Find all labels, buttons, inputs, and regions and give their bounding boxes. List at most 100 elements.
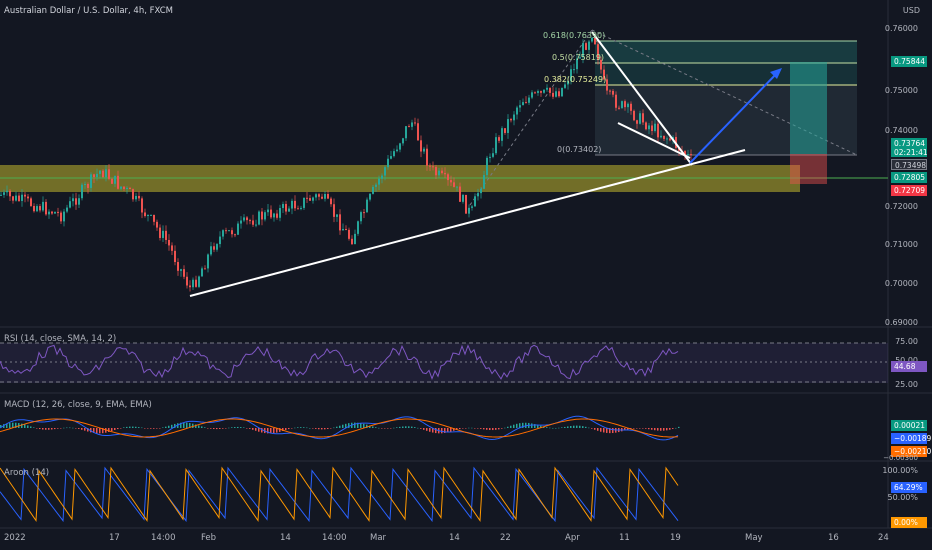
- candle-body: [612, 90, 614, 95]
- candle-body: [186, 276, 188, 286]
- candle-body: [96, 173, 98, 178]
- macd-histogram-bar: [435, 428, 437, 434]
- macd-histogram-bar: [492, 428, 494, 431]
- rsi-line[interactable]: [0, 344, 679, 381]
- fib-trend-dashed[interactable]: [591, 29, 858, 156]
- macd-histogram-bar: [9, 422, 11, 428]
- macd-histogram-bar: [87, 428, 89, 432]
- macd-histogram-bar: [663, 428, 665, 431]
- candle-body: [549, 87, 551, 93]
- candle-body: [75, 198, 77, 205]
- candle-body: [78, 198, 80, 205]
- macd-histogram-bar: [258, 428, 260, 432]
- macd-histogram-bar: [192, 423, 194, 428]
- macd-histogram-bar: [75, 428, 77, 429]
- candle-body: [144, 212, 146, 217]
- time-axis-label: 16: [828, 533, 839, 543]
- macd-histogram-bar: [639, 428, 641, 429]
- candle-body: [486, 157, 488, 176]
- macd-histogram-bar: [660, 428, 662, 431]
- macd-histogram-bar: [57, 428, 59, 429]
- macd-histogram-bar: [282, 428, 284, 431]
- macd-histogram-bar: [375, 427, 377, 428]
- candle-body: [87, 184, 89, 188]
- fib-zone-upper[interactable]: [595, 41, 857, 63]
- time-axis-label: Apr: [565, 533, 580, 543]
- long-position-profit[interactable]: [790, 62, 827, 154]
- macd-histogram-bar: [390, 428, 392, 429]
- macd-histogram-bar: [174, 423, 176, 428]
- candle-body: [210, 246, 212, 255]
- wedge-upper-line[interactable]: [591, 31, 693, 166]
- candle-body: [642, 113, 644, 123]
- candle-body: [507, 119, 509, 133]
- macd-legend[interactable]: MACD (12, 26, close, 9, EMA, EMA): [4, 400, 152, 410]
- candle-body: [297, 208, 299, 210]
- candle-body: [393, 151, 395, 157]
- candle-body: [99, 170, 101, 174]
- candle-body: [45, 201, 47, 215]
- candle-body: [495, 137, 497, 154]
- macd-histogram-bar: [648, 428, 650, 430]
- macd-histogram-bar: [84, 428, 86, 431]
- candlestick-series[interactable]: [0, 36, 692, 292]
- macd-histogram-bar: [507, 426, 509, 428]
- macd-histogram-bar: [81, 428, 83, 430]
- macd-histogram-bar: [315, 428, 317, 429]
- candle-body: [363, 212, 365, 214]
- macd-histogram-bar: [183, 422, 185, 428]
- candle-body: [18, 195, 20, 201]
- candle-body: [621, 101, 623, 108]
- macd-histogram-bar: [324, 428, 326, 430]
- macd-histogram-bar: [273, 428, 275, 434]
- macd-histogram-bar: [141, 427, 143, 429]
- macd-histogram-bar: [585, 426, 587, 428]
- candle-body: [225, 230, 227, 232]
- macd-histogram-bar: [243, 427, 245, 428]
- candle-body: [294, 200, 296, 209]
- projection-arrowhead: [770, 68, 782, 79]
- candle-body: [309, 198, 311, 201]
- candle-body: [651, 125, 653, 132]
- currency-label[interactable]: USD: [902, 6, 920, 15]
- macd-histogram-bar: [498, 428, 500, 430]
- candle-body: [39, 206, 41, 211]
- macd-histogram-bar: [336, 426, 338, 428]
- macd-histogram-bar: [198, 425, 200, 428]
- ascending-trendline[interactable]: [189, 149, 746, 297]
- macd-line-tag: −0.00189: [891, 433, 931, 444]
- candle-body: [219, 236, 221, 245]
- macd-histogram-bar: [558, 427, 560, 429]
- macd-histogram-bar: [270, 428, 272, 434]
- candle-body: [627, 103, 629, 108]
- candle-body: [273, 213, 275, 218]
- candle-body: [165, 230, 167, 240]
- macd-line[interactable]: [0, 415, 679, 441]
- candle-body: [597, 44, 599, 60]
- macd-histogram-bar: [228, 427, 230, 429]
- macd-histogram-bar: [609, 428, 611, 434]
- candle-body: [636, 120, 638, 124]
- macd-histogram-bar: [99, 428, 101, 434]
- aroon-up-line[interactable]: [0, 466, 679, 522]
- rsi-legend[interactable]: RSI (14, close, SMA, 14, 2): [4, 334, 117, 344]
- macd-histogram-bar: [420, 428, 422, 429]
- candle-body: [33, 205, 35, 212]
- macd-signal-line[interactable]: [0, 418, 679, 438]
- macd-histogram-bar: [294, 427, 296, 429]
- candle-body: [333, 204, 335, 217]
- aroon-legend[interactable]: Aroon (14): [4, 468, 50, 478]
- candle-body: [531, 92, 533, 98]
- macd-histogram-bar: [162, 427, 164, 428]
- long-position-loss[interactable]: [790, 154, 827, 184]
- time-axis-label: 14: [280, 533, 291, 543]
- projection-arrow[interactable]: [689, 69, 781, 164]
- wedge-lower-line[interactable]: [617, 122, 691, 159]
- macd-histogram-bar: [201, 426, 203, 428]
- aroon-down-line[interactable]: [0, 466, 679, 523]
- time-axis-label: 14:00: [322, 533, 347, 543]
- candle-body: [264, 212, 266, 220]
- macd-histogram-bar: [321, 428, 323, 430]
- macd-histogram-bar: [360, 423, 362, 428]
